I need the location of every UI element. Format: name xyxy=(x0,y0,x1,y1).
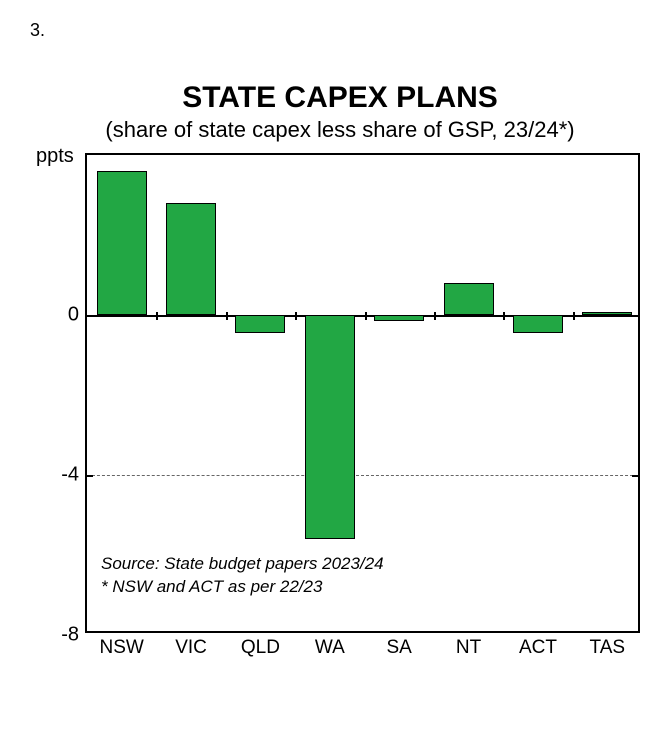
source-block: Source: State budget papers 2023/24 * NS… xyxy=(101,553,384,599)
ytick-mark xyxy=(632,315,638,317)
ytick-mark xyxy=(87,475,93,477)
page-number: 3. xyxy=(30,20,650,41)
ytick-label: -4 xyxy=(61,464,87,487)
xtick-zero xyxy=(295,312,297,320)
grid-line-minus4 xyxy=(87,475,638,476)
chart-title: STATE CAPEX PLANS xyxy=(40,81,640,115)
xtick-zero xyxy=(226,312,228,320)
xtick-label: NSW xyxy=(100,631,144,659)
ytick-mark xyxy=(87,315,93,317)
chart-subtitle: (share of state capex less share of GSP,… xyxy=(40,117,640,143)
plot-box: Source: State budget papers 2023/24 * NS… xyxy=(85,153,640,633)
ytick-label: 0 xyxy=(68,304,87,327)
ytick-label: -8 xyxy=(61,624,87,647)
yaxis-label: ppts xyxy=(36,145,74,168)
bar-sa xyxy=(374,315,424,321)
bar-vic xyxy=(166,203,216,315)
xtick-zero xyxy=(156,312,158,320)
bar-wa xyxy=(305,315,355,539)
xtick-label: WA xyxy=(315,631,345,659)
xtick-zero xyxy=(503,312,505,320)
xtick-label: TAS xyxy=(590,631,626,659)
xtick-zero xyxy=(434,312,436,320)
xtick-label: SA xyxy=(387,631,412,659)
bar-act xyxy=(513,315,563,333)
bar-qld xyxy=(235,315,285,333)
xtick-label: VIC xyxy=(175,631,207,659)
xtick-label: ACT xyxy=(519,631,557,659)
ytick-mark xyxy=(632,475,638,477)
chart-area: ppts Source: State budget papers 2023/24… xyxy=(40,153,640,633)
bar-tas xyxy=(582,312,632,315)
source-line-2: * NSW and ACT as per 22/23 xyxy=(101,576,384,599)
source-line-1: Source: State budget papers 2023/24 xyxy=(101,553,384,576)
chart: STATE CAPEX PLANS (share of state capex … xyxy=(40,81,640,633)
xtick-zero xyxy=(365,312,367,320)
xtick-label: QLD xyxy=(241,631,280,659)
xtick-zero xyxy=(573,312,575,320)
xtick-label: NT xyxy=(456,631,481,659)
bar-nt xyxy=(444,283,494,315)
bar-nsw xyxy=(97,171,147,315)
